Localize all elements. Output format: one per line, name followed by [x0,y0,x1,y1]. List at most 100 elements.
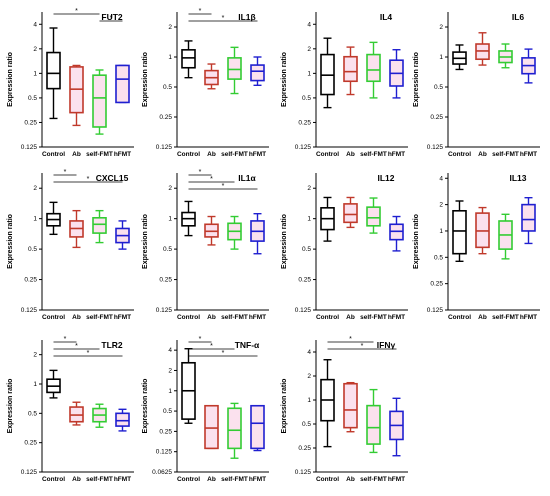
significance-star: * [87,350,90,357]
y-tick-label: 0.5 [163,408,172,415]
y-tick-label: 0.125 [21,144,38,151]
x-tick-label: hFMT [388,476,405,483]
y-tick-label: 1 [168,54,172,61]
significance-star: * [87,176,90,183]
x-tick-label: Control [177,476,200,483]
chart-title: IL4 [380,12,393,22]
x-tick-label: Ab [72,151,81,158]
chart-title: IL13 [509,173,526,183]
y-tick-label: 0.5 [302,246,311,253]
y-tick-label: 0.5 [302,421,311,428]
chart-title: IL1β [238,12,255,22]
chart-title: IFNγ [377,340,396,350]
y-tick-label: 0.25 [159,277,172,284]
x-tick-label: Control [316,476,339,483]
x-tick-label: Ab [207,476,216,483]
y-tick-label: 0.25 [298,119,311,126]
y-tick-label: 1 [168,216,172,223]
x-tick-label: Ab [346,151,355,158]
x-tick-label: self-FMT [86,476,113,483]
y-tick-label: 0.125 [427,144,444,151]
y-tick-label: 0.5 [28,410,37,417]
x-tick-label: Control [448,151,471,158]
box-ab [343,382,358,429]
significance-star: * [222,15,225,22]
box-hfmt [115,64,130,104]
x-tick-label: hFMT [249,151,266,158]
y-tick-label: 2 [307,373,311,380]
significance-star: * [199,8,202,15]
box-control [46,51,61,90]
y-axis-label: Expression ratio [7,214,14,269]
box-hfmt [115,412,130,427]
y-tick-label: 0.125 [295,469,312,476]
y-tick-label: 0.125 [156,144,173,151]
y-tick-label: 1 [307,397,311,404]
y-axis-label: Expression ratio [281,379,288,434]
y-tick-label: 4 [307,21,311,28]
y-tick-label: 2 [168,24,172,31]
x-tick-label: self-FMT [492,314,519,321]
x-tick-label: Control [177,151,200,158]
y-tick-label: 0.125 [156,449,173,456]
y-tick-label: 2 [439,202,443,209]
x-tick-label: Ab [207,314,216,321]
x-tick-label: self-FMT [360,476,387,483]
x-tick-label: hFMT [520,151,537,158]
x-tick-label: Control [42,151,65,158]
y-tick-label: 0.25 [24,440,37,447]
box-hfmt [250,404,265,450]
x-tick-label: Ab [346,314,355,321]
chart-title: TNF-α [235,340,260,350]
significance-star: * [199,336,202,343]
y-tick-label: 1 [439,228,443,235]
x-tick-label: self-FMT [360,314,387,321]
box-control [452,209,467,255]
x-tick-label: hFMT [520,314,537,321]
y-tick-label: 2 [33,352,37,359]
y-tick-label: 1 [307,216,311,223]
x-tick-label: hFMT [388,151,405,158]
box-ab [204,404,219,450]
y-tick-label: 0.125 [21,469,38,476]
box-self-fmt [227,407,242,450]
y-tick-label: 4 [168,347,172,354]
y-tick-label: 0.5 [434,84,443,91]
y-tick-label: 1 [33,70,37,77]
x-tick-label: Control [316,151,339,158]
significance-star: * [75,343,78,350]
x-tick-label: Ab [207,151,216,158]
y-tick-label: 2 [33,185,37,192]
significance-star: * [361,343,364,350]
box-hfmt [250,64,265,82]
y-tick-label: 0.125 [295,307,312,314]
y-tick-label: 0.25 [430,281,443,288]
y-tick-label: 2 [439,24,443,31]
x-tick-label: hFMT [249,314,266,321]
y-tick-label: 2 [33,46,37,53]
y-tick-label: 0.25 [159,114,172,121]
x-tick-label: hFMT [114,314,131,321]
y-tick-label: 1 [33,216,37,223]
y-tick-label: 2 [168,185,172,192]
y-tick-label: 0.25 [298,277,311,284]
significance-star: * [222,350,225,357]
y-tick-label: 0.5 [28,95,37,102]
x-tick-label: Control [42,476,65,483]
x-tick-label: self-FMT [221,476,248,483]
x-tick-label: Control [42,314,65,321]
y-tick-label: 1 [307,70,311,77]
x-tick-label: Control [177,314,200,321]
significance-star: * [349,336,352,343]
chart-title: IL1α [238,173,256,183]
box-self-fmt [366,206,381,227]
y-tick-label: 0.0625 [152,469,172,476]
y-axis-label: Expression ratio [281,52,288,107]
box-self-fmt [92,216,107,234]
y-tick-label: 0.25 [24,119,37,126]
x-tick-label: Ab [72,476,81,483]
box-self-fmt [366,53,381,83]
y-axis-label: Expression ratio [7,379,14,434]
y-tick-label: 0.125 [295,144,312,151]
